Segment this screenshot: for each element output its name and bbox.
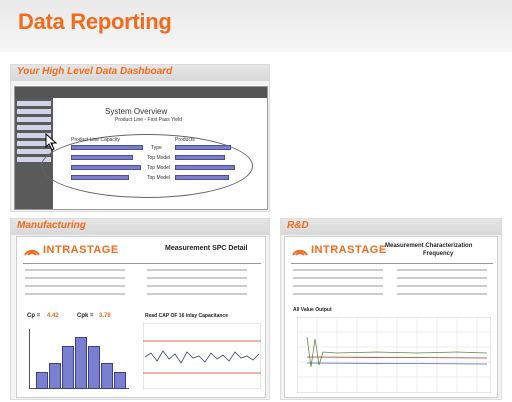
- dashboard-bar: [175, 145, 231, 150]
- info-line: [397, 293, 487, 295]
- histogram-bar: [62, 346, 74, 389]
- cp-label: Cp =: [27, 313, 41, 319]
- dashboard-window-topbar: [15, 87, 267, 98]
- manufacturing-report-title: Measurement SPC Detail: [165, 245, 248, 252]
- chart-label-top-model: Top Model: [147, 165, 171, 171]
- dashboard-bar: [71, 145, 143, 150]
- dashboard-heading: Your High Level Data Dashboard: [17, 66, 173, 77]
- histogram-bar: [114, 372, 126, 389]
- dashboard-sidebar: [15, 98, 53, 209]
- info-line: [147, 293, 247, 295]
- rnd-panel-header: R&D: [281, 219, 501, 235]
- chart-label-top-model: Top Model: [147, 175, 171, 181]
- dashboard-bar: [71, 175, 129, 180]
- rnd-report: INTRASTAGE Measurement Characterization …: [284, 236, 498, 398]
- manufacturing-heading: Manufacturing: [17, 220, 86, 231]
- cpk-value: 3.78: [99, 313, 111, 319]
- header-divider: [23, 263, 261, 264]
- info-line: [147, 277, 247, 279]
- manufacturing-panel-header: Manufacturing: [11, 219, 269, 235]
- system-overview-title: System Overview: [105, 107, 168, 116]
- histogram-bar: [75, 337, 87, 389]
- dashboard-bar: [175, 175, 229, 180]
- histogram-bar: [49, 363, 61, 389]
- rnd-report-title: Measurement Characterization: [385, 243, 473, 249]
- cursor-icon: [45, 133, 58, 151]
- info-line: [293, 277, 383, 279]
- intrastage-logo-icon: [24, 249, 40, 256]
- rnd-chart-caption: All Value Output: [293, 307, 332, 313]
- dashboard-highlight-ellipse: [41, 134, 253, 198]
- header-divider: [291, 263, 493, 264]
- rnd-report-subtitle: Frequency: [423, 251, 454, 257]
- title-bar: Data Reporting: [0, 0, 512, 52]
- dashboard-bar: [71, 155, 133, 160]
- cpk-label: Cpk =: [77, 313, 94, 319]
- rnd-logo: INTRASTAGE: [311, 244, 387, 256]
- info-line: [293, 269, 383, 271]
- product-line-label: Product Line - First Pass Yield: [115, 117, 182, 123]
- dashboard-bar: [175, 155, 225, 160]
- manufacturing-logo: INTRASTAGE: [43, 244, 119, 256]
- info-line: [25, 293, 125, 295]
- info-line: [147, 285, 247, 287]
- info-line: [293, 285, 383, 287]
- intrastage-logo-icon: [292, 249, 308, 256]
- info-line: [293, 293, 383, 295]
- cp-value: 4.42: [47, 313, 59, 319]
- dashboard-panel-header: Your High Level Data Dashboard: [11, 65, 269, 81]
- manufacturing-report: INTRASTAGE Measurement SPC Detail Cp = 4…: [16, 236, 266, 398]
- histogram-bar: [36, 372, 48, 389]
- histogram-bar: [88, 346, 100, 389]
- info-line: [25, 285, 125, 287]
- chart-label-type: Type: [151, 145, 162, 151]
- capacitance-chart-title: Read CAP OF 16 inlay Capacitance: [145, 313, 228, 319]
- chart-label-top-model: Top Model: [147, 155, 171, 161]
- capacitance-chart: [143, 323, 261, 389]
- dashboard-bar: [71, 165, 141, 170]
- dashboard-bar: [175, 165, 235, 170]
- info-line: [147, 269, 247, 271]
- info-line: [397, 285, 487, 287]
- histogram: [29, 329, 129, 389]
- dashboard-screenshot: System Overview Product Line - First Pas…: [14, 86, 268, 210]
- rnd-characterization-chart: [297, 317, 491, 393]
- rnd-heading: R&D: [287, 220, 309, 231]
- info-line: [397, 269, 487, 271]
- info-line: [397, 277, 487, 279]
- legend-product-line-capacity: Product Line Capacity: [71, 137, 120, 143]
- info-line: [25, 269, 125, 271]
- info-line: [25, 277, 125, 279]
- legend-products: Products: [175, 137, 195, 143]
- page-title: Data Reporting: [18, 9, 172, 34]
- histogram-bar: [101, 363, 113, 389]
